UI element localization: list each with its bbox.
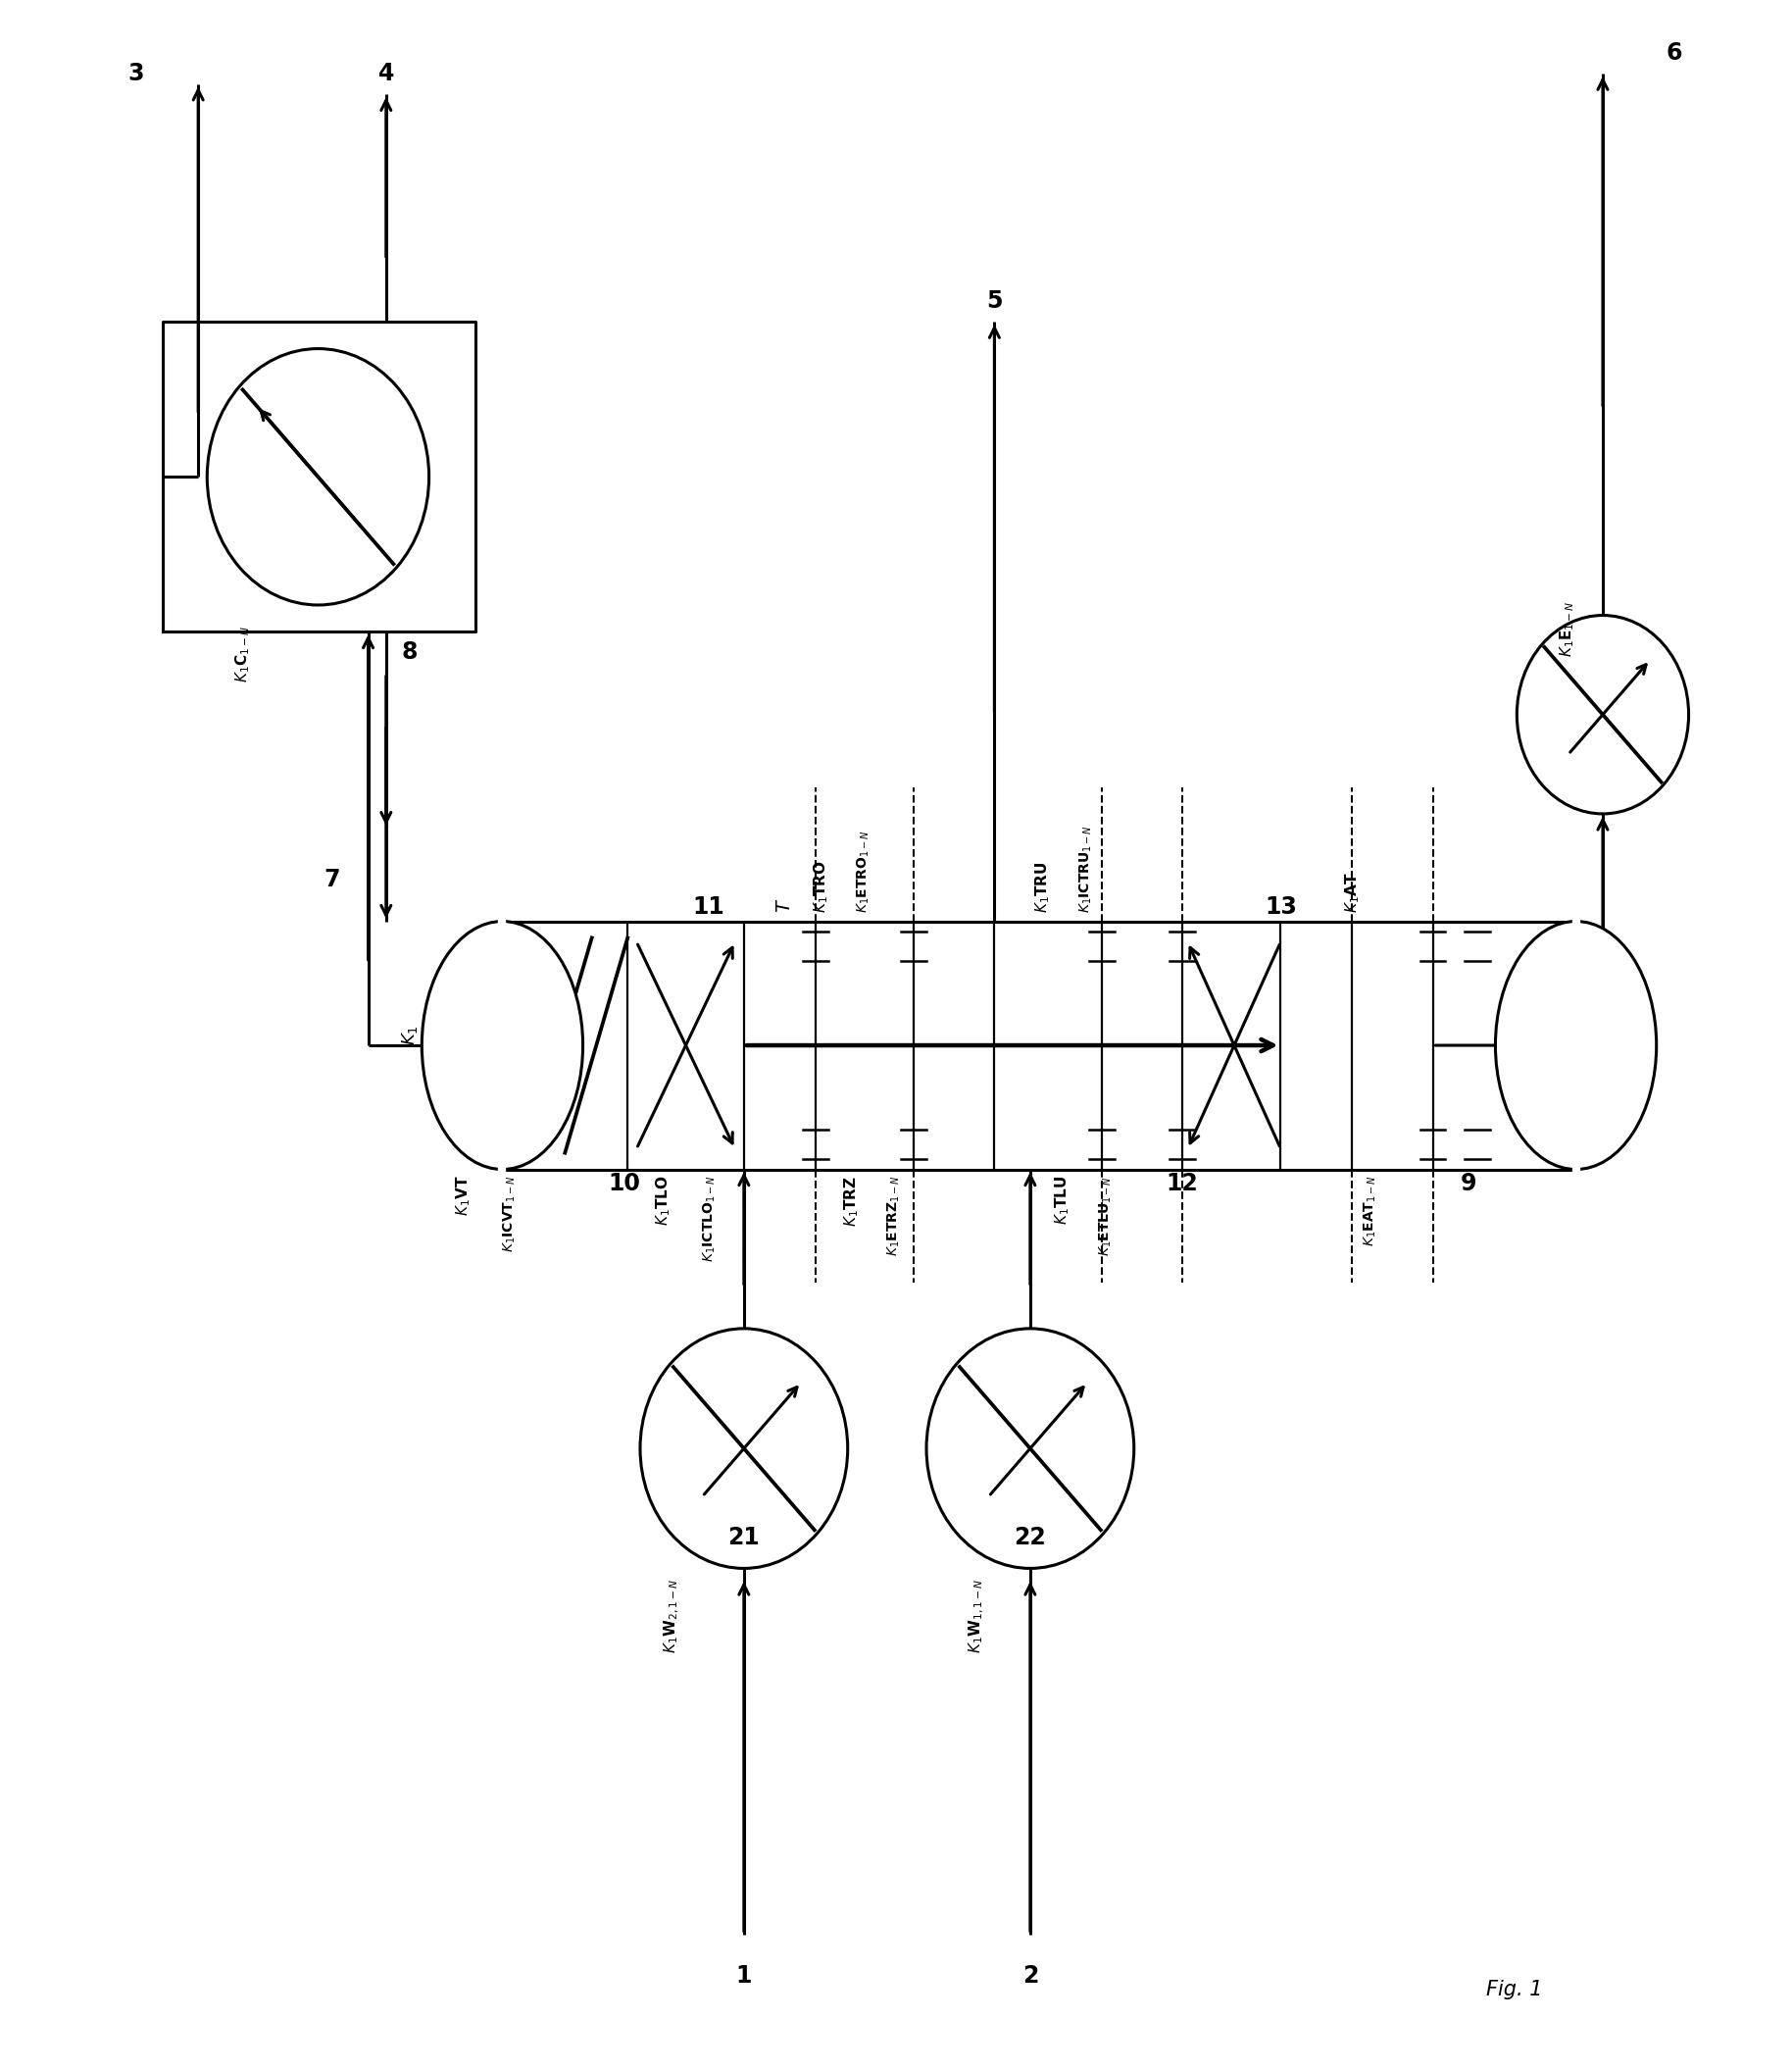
- Text: 10: 10: [607, 1172, 640, 1196]
- Ellipse shape: [1495, 921, 1656, 1170]
- Text: 7: 7: [324, 867, 340, 892]
- Text: $K_1$E$_{1-N}$: $K_1$E$_{1-N}$: [1557, 600, 1577, 656]
- Text: $K_1$ICTRU$_{1-N}$: $K_1$ICTRU$_{1-N}$: [1077, 826, 1093, 913]
- Text: 22: 22: [1014, 1526, 1047, 1548]
- Text: 4: 4: [378, 62, 394, 85]
- Text: 6: 6: [1667, 41, 1683, 64]
- Text: $K_1$VT: $K_1$VT: [453, 1176, 471, 1217]
- Ellipse shape: [421, 921, 582, 1170]
- Text: $K_1$ETLU$_{1-N}$: $K_1$ETLU$_{1-N}$: [1097, 1176, 1113, 1256]
- Text: $K_1$ICTLO$_{1-N}$: $K_1$ICTLO$_{1-N}$: [702, 1176, 719, 1263]
- Text: $K_1$ETRZ$_{1-N}$: $K_1$ETRZ$_{1-N}$: [887, 1176, 901, 1256]
- Text: 3: 3: [127, 62, 143, 85]
- Text: Fig. 1: Fig. 1: [1486, 1981, 1543, 2000]
- Text: 8: 8: [401, 642, 418, 664]
- Text: 9: 9: [1460, 1172, 1477, 1196]
- Text: $K_1$W$_{1,1-N}$: $K_1$W$_{1,1-N}$: [968, 1579, 986, 1654]
- Text: 13: 13: [1265, 894, 1297, 919]
- Text: $K_1$TRU: $K_1$TRU: [1034, 861, 1052, 913]
- Text: 5: 5: [986, 290, 1002, 313]
- Text: $K_1$TLU: $K_1$TLU: [1054, 1176, 1072, 1225]
- Text: 12: 12: [1167, 1172, 1199, 1196]
- Text: 1: 1: [737, 1964, 753, 1987]
- Text: $K_1$TRZ: $K_1$TRZ: [842, 1176, 860, 1225]
- Text: $K_1$EAT$_{1-N}$: $K_1$EAT$_{1-N}$: [1362, 1176, 1378, 1246]
- Text: $T$: $T$: [776, 898, 794, 913]
- Text: $K_1$ETRO$_{1-N}$: $K_1$ETRO$_{1-N}$: [857, 830, 873, 913]
- Text: 11: 11: [692, 894, 724, 919]
- Text: 2: 2: [1021, 1964, 1038, 1987]
- Text: 21: 21: [728, 1526, 760, 1548]
- Text: $K_1$TLO: $K_1$TLO: [654, 1176, 672, 1225]
- Text: $K_1$AT: $K_1$AT: [1342, 871, 1362, 913]
- Text: $K_1$TRO: $K_1$TRO: [812, 861, 830, 913]
- Text: $K_1$ICVT$_{1-N}$: $K_1$ICVT$_{1-N}$: [502, 1176, 518, 1252]
- Text: $K_1$: $K_1$: [400, 1025, 419, 1045]
- Text: $K_1$W$_{2,1-N}$: $K_1$W$_{2,1-N}$: [663, 1579, 681, 1654]
- Text: $K_1$C$_{1-N}$: $K_1$C$_{1-N}$: [233, 625, 253, 683]
